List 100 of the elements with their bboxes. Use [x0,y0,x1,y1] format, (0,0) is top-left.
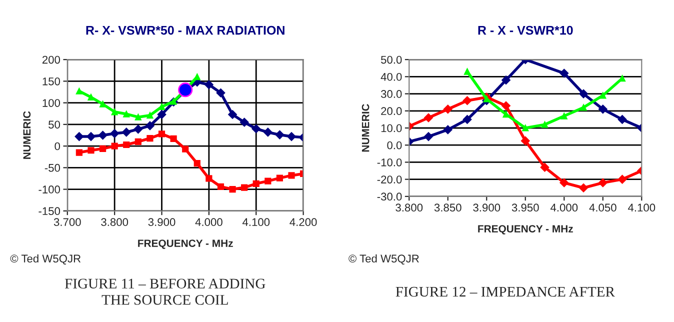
point [287,132,296,141]
y-axis-title: NUMERIC [362,104,370,152]
point [560,112,568,120]
y-tick-label: 50.0 [380,56,402,64]
point [252,180,260,187]
point [194,160,200,167]
point [618,174,627,184]
y-tick-label: 0.0 [387,141,402,150]
y-tick-label: -150 [38,207,60,216]
point [76,88,82,94]
point [86,132,96,141]
point [275,130,284,140]
point [99,145,106,152]
point [98,130,108,140]
point [88,147,94,154]
point [170,135,177,142]
point [123,110,130,118]
point [157,110,166,119]
x-tick-label: 3.900 [148,218,176,226]
x-tick-label: 3.950 [512,204,539,212]
point [182,146,189,152]
point [216,88,226,98]
point [264,178,272,184]
point [502,111,510,118]
point [74,132,84,141]
point [464,68,471,75]
point [462,114,472,124]
point [111,108,118,116]
point [146,112,154,119]
point [483,96,490,102]
point [122,128,131,137]
y-tick-label: -30.0 [377,192,402,201]
x-tick-label: 3.800 [101,218,128,226]
point [598,104,608,114]
y-axis-title: NUMERIC [23,111,31,159]
point [560,68,569,78]
text: © Ted W5QJR [10,254,81,265]
text: © Ted W5QJR [348,254,419,265]
x-tick-label: 4.100 [628,204,656,212]
y-tick-label: 0 [54,142,60,150]
y-tick-label: -50 [44,164,60,172]
y-tick-label: -20.0 [377,176,402,184]
y-tick-label: 50 [48,120,60,129]
point [146,134,154,142]
point [424,113,433,122]
x-tick-label: 4.000 [550,204,578,212]
y-tick-label: 150 [42,77,60,86]
point [580,104,587,111]
y-tick-label: 40.0 [380,72,402,81]
point [217,183,224,190]
point [110,129,120,138]
point [76,149,82,156]
x-axis-title: FREQUENCY - MHz [478,225,573,234]
point [263,128,272,137]
caption: FIGURE 12 – IMPEDANCE AFTER [396,286,615,297]
point [134,138,142,146]
chart-title: R - X - VSWR*10 [478,26,573,35]
point [520,136,530,146]
point [241,184,248,191]
x-tick-label: 3.700 [54,218,81,226]
y-tick-label: -100 [38,186,60,194]
point [240,118,249,127]
point [579,183,588,192]
point [541,121,548,128]
caption: FIGURE 11 – BEFORE ADDING THE SOURCE COIL [64,278,266,305]
point [252,124,261,134]
point [522,124,529,132]
point [111,142,118,150]
point [194,74,200,80]
point [229,186,236,193]
point [206,175,212,182]
point [598,178,608,188]
y-tick-label: 20.0 [381,107,402,116]
y-tick-label: 30.0 [380,90,402,98]
chart-title: R- X- VSWR*50 - MAX RADIATION [86,26,284,35]
point [204,80,214,90]
point [99,100,106,108]
point [134,114,142,120]
point [146,121,154,130]
point [424,132,433,141]
point [462,96,472,106]
point [158,130,166,138]
y-tick-label: -10.0 [377,158,402,166]
y-tick-label: 200 [42,56,60,64]
x-tick-label: 4.200 [290,218,317,226]
x-tick-label: 4.100 [242,218,270,226]
y-tick-label: 100 [42,99,60,107]
x-tick-label: 3.850 [434,204,462,212]
x-axis-title: FREQUENCY - MHz [138,240,233,249]
point [579,89,588,98]
point [228,110,237,119]
point [443,125,452,134]
point [443,104,452,114]
y-tick-label: 10.0 [381,124,402,132]
point [276,174,284,182]
point [88,94,94,100]
point [600,92,606,99]
x-tick-label: 4.050 [589,204,616,212]
point [560,178,569,188]
point [618,114,627,124]
